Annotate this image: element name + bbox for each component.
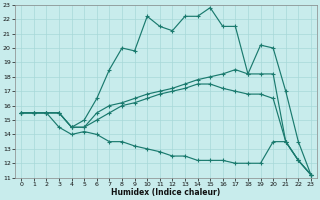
X-axis label: Humidex (Indice chaleur): Humidex (Indice chaleur) [111,188,221,197]
